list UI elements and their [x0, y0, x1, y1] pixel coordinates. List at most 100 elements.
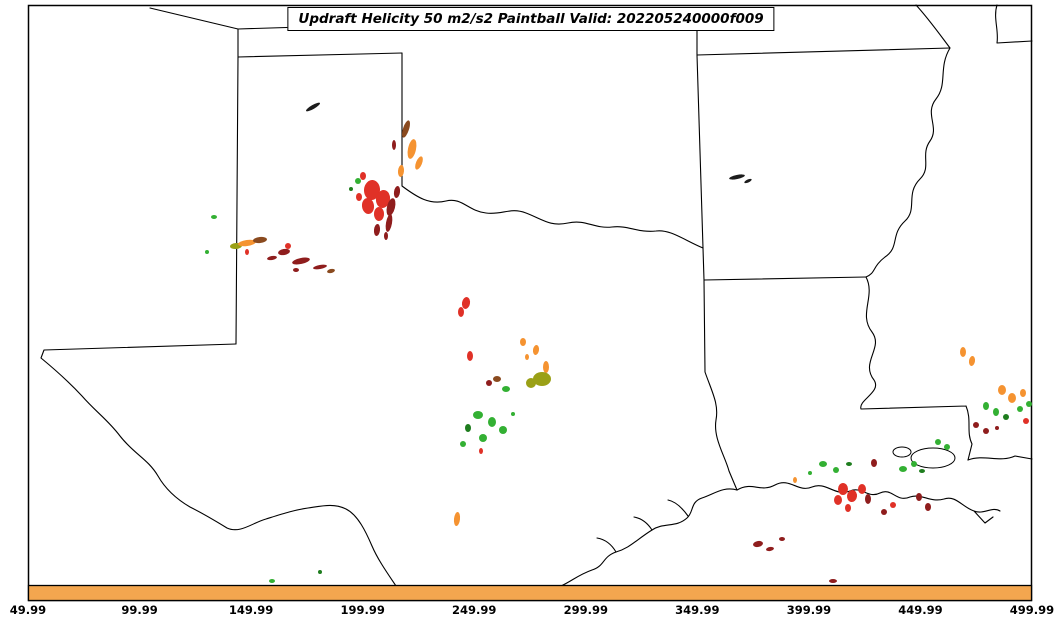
paintball-blob [993, 408, 999, 416]
paintball-blob [393, 186, 401, 198]
paintball-blob [465, 424, 471, 432]
coastline-path [967, 455, 1033, 461]
paintball-blob [944, 444, 950, 450]
paintball-blob [415, 156, 423, 170]
paintball-blob [871, 459, 877, 467]
paintball-blob [1020, 389, 1026, 397]
paintball-blob [375, 190, 391, 208]
paintball-blob [285, 243, 291, 249]
paintball-blob [846, 490, 858, 502]
paintball-blob [486, 380, 492, 386]
paintball-blob [318, 570, 322, 574]
colorbar-tick-label: 299.99 [563, 603, 608, 617]
paintball-blob [881, 509, 887, 515]
paintball-blob [356, 193, 362, 201]
paintball-blob [355, 178, 361, 184]
paintball-blob [911, 461, 917, 467]
paintball-blob [925, 503, 931, 511]
colorbar [27, 584, 1033, 602]
state-border-path [860, 276, 973, 461]
paintball-blob [808, 471, 812, 475]
paintball-blob [1003, 414, 1009, 420]
paintball-blob [793, 477, 797, 483]
paintball-blob [479, 434, 487, 442]
state-border-path [703, 279, 738, 491]
paintball-blob [407, 139, 417, 159]
paintball-blob [1023, 418, 1029, 424]
paintball-blob [935, 439, 941, 445]
paintball-blob [983, 428, 989, 434]
lake-pontchartrain [910, 447, 956, 469]
colorbar-tick-label: 49.99 [9, 603, 47, 617]
colorbar-tick-label: 199.99 [340, 603, 385, 617]
paintball-blob [473, 411, 483, 419]
state-border-path [40, 343, 397, 587]
paintball-blob [838, 483, 848, 495]
paintball-blob [306, 102, 320, 112]
paintball-blob [1008, 393, 1016, 403]
paintball-blob [502, 386, 510, 392]
paintball-blob [744, 178, 752, 184]
paintball-blob [753, 540, 763, 548]
paintball-blob [205, 250, 209, 254]
state-borders [40, 4, 1033, 587]
paintball-blob [919, 469, 925, 473]
colorbar-tick-label: 449.99 [898, 603, 943, 617]
paintball-blob [373, 224, 381, 236]
paintball-blob [845, 504, 851, 512]
paintball-blob [525, 354, 529, 360]
paintball-blob [890, 502, 896, 508]
paintball-blob [361, 198, 375, 214]
paintball-blob [385, 214, 393, 232]
paintball-blob [479, 448, 483, 454]
colorbar-tick-label: 249.99 [451, 603, 497, 617]
paintball-blob [779, 537, 785, 541]
paintball-blob [253, 236, 267, 244]
paintball-blob [363, 180, 381, 200]
paintball-blob [766, 546, 774, 552]
paintball-blob [865, 494, 871, 504]
paintball-blob [899, 466, 907, 472]
paintball-blob [995, 426, 999, 430]
paintball-blob [392, 140, 396, 150]
colorbar-tick-label: 99.99 [121, 603, 158, 617]
paintball-blob [493, 376, 501, 382]
paintball-blob [349, 187, 353, 191]
paintball-blob [829, 579, 837, 583]
paintball-blob [374, 207, 384, 221]
paintball-blob [453, 512, 461, 526]
paintball-blob [267, 255, 277, 261]
paintball-blob [834, 495, 842, 505]
colorbar-tick-label: 399.99 [786, 603, 832, 617]
paintball-blob [245, 249, 249, 255]
paintball-blob [499, 426, 507, 434]
river-path [865, 4, 951, 278]
paintball-blob [292, 257, 310, 265]
paintball-blob [293, 268, 299, 272]
paintball-blobs [205, 102, 1032, 583]
paintball-blob [238, 239, 256, 247]
state-border-path [401, 52, 704, 249]
river-path [995, 4, 1033, 44]
paintball-blob [983, 402, 989, 410]
paintball-blob [397, 165, 405, 177]
paintball-blob [461, 297, 471, 309]
colorbar-tick-label: 349.99 [675, 603, 720, 617]
paintball-blob [360, 172, 366, 180]
paintball-blob [520, 338, 526, 346]
paintball-blob [384, 232, 388, 240]
colorbar-tick-labels: 49.99 99.99 149.99 199.99 249.99 299.99 349.99… [0, 603, 1062, 621]
paintball-blob [402, 120, 410, 138]
paintball-blob [458, 307, 464, 317]
paintball-blob [488, 417, 496, 427]
state-border-path [235, 28, 403, 345]
paintball-blob [386, 198, 396, 216]
paintball-blob [833, 467, 839, 473]
paintball-blob [819, 461, 827, 467]
paintball-blob [532, 345, 540, 355]
paintball-blob [467, 351, 473, 361]
map-frame [27, 4, 1033, 602]
paintball-blob [543, 361, 549, 373]
